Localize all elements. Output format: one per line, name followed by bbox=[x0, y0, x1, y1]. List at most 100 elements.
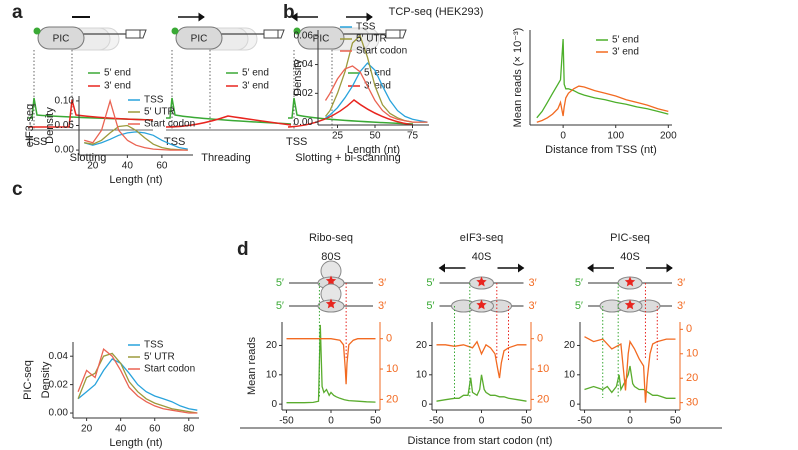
series-line bbox=[436, 374, 527, 402]
x-axis-label: Distance from start codon (nt) bbox=[408, 435, 553, 447]
y-tick-label: 0.02 bbox=[294, 88, 314, 99]
chart-title: eIF3-seq bbox=[24, 104, 36, 147]
series-line bbox=[84, 124, 188, 151]
orf-box bbox=[385, 29, 407, 39]
y-tick-label: 0.00 bbox=[49, 408, 69, 419]
legend-label: 5′ UTR bbox=[144, 352, 175, 363]
series-line bbox=[77, 347, 198, 414]
pic-label: PIC bbox=[313, 34, 330, 45]
series-line bbox=[584, 336, 676, 403]
y-tick-label: 20 bbox=[266, 340, 278, 351]
legend-label: 5′ UTR bbox=[144, 107, 175, 118]
y-tick-label: 20 bbox=[416, 340, 428, 351]
legend-label: 5′ end bbox=[364, 68, 391, 79]
schematic-trace bbox=[165, 115, 292, 128]
strand-label: 3′ bbox=[677, 277, 685, 289]
legend-label: 3′ end bbox=[104, 81, 131, 92]
x-axis-label: Distance from TSS (nt) bbox=[545, 144, 657, 156]
legend-label: 5′ end bbox=[104, 68, 131, 79]
y-tick-label: 0.10 bbox=[55, 96, 75, 107]
arrow-head bbox=[366, 12, 373, 22]
x-tick-label: 200 bbox=[660, 131, 677, 142]
legend-label: 3′ end bbox=[612, 47, 639, 58]
y-tick-label: 0.00 bbox=[55, 145, 75, 156]
legend-label: Start codon bbox=[144, 119, 195, 130]
strand-label: 5′ bbox=[426, 300, 434, 312]
y-tick-label: 10 bbox=[266, 369, 278, 380]
series-line bbox=[536, 85, 669, 123]
legend-label: Start codon bbox=[356, 46, 407, 57]
y-tick-label: 20 bbox=[564, 340, 576, 351]
y-axis-label: Mean reads bbox=[246, 336, 258, 395]
arrow-head bbox=[438, 263, 445, 273]
start-codon-star bbox=[624, 299, 636, 310]
x-tick-label: 20 bbox=[81, 424, 93, 435]
start-codon-star bbox=[325, 275, 337, 286]
site-label: TSS bbox=[26, 136, 47, 148]
y2-tick-label: 0 bbox=[537, 333, 543, 345]
x-tick-label: 60 bbox=[156, 161, 168, 172]
y2-tick-label: 0 bbox=[686, 323, 692, 335]
y-tick-label: 0.05 bbox=[55, 120, 75, 131]
y2-tick-label: 20 bbox=[686, 372, 698, 384]
panel-label: a bbox=[12, 2, 23, 23]
legend-label: 5′ end bbox=[242, 68, 269, 79]
strand-label: 5′ bbox=[276, 300, 284, 312]
arrow-head bbox=[198, 12, 205, 22]
series-line bbox=[84, 98, 188, 151]
y-axis-label: Density bbox=[40, 361, 52, 398]
strand-label: 3′ bbox=[378, 277, 386, 289]
y2-tick-label: 20 bbox=[537, 393, 549, 405]
x-tick-label: 0 bbox=[479, 416, 485, 427]
pic bbox=[37, 26, 85, 50]
series-line bbox=[286, 324, 376, 404]
y-tick-label: 0.04 bbox=[49, 351, 69, 362]
y2-tick-label: 10 bbox=[386, 363, 398, 375]
legend-label: 5′ end bbox=[612, 35, 639, 46]
strand-label: 5′ bbox=[276, 277, 284, 289]
strand-label: 5′ bbox=[575, 277, 583, 289]
y-tick-label: 10 bbox=[564, 369, 576, 380]
series-line bbox=[436, 340, 527, 379]
schematic-trace bbox=[288, 97, 414, 125]
arrow-head bbox=[518, 263, 525, 273]
legend-label: TSS bbox=[144, 340, 164, 351]
x-tick-label: 0 bbox=[328, 416, 334, 427]
y-tick-label: 10 bbox=[416, 369, 428, 380]
strand-label: 3′ bbox=[529, 277, 537, 289]
legend-label: 5′ UTR bbox=[356, 34, 387, 45]
strand-label: 5′ bbox=[575, 300, 583, 312]
chart-title: PIC-seq bbox=[610, 232, 650, 244]
legend-label: TSS bbox=[144, 95, 164, 106]
schematic-trace bbox=[28, 99, 154, 128]
x-tick-label: -50 bbox=[577, 416, 592, 427]
y-axis-label: Density bbox=[44, 107, 56, 144]
series-line bbox=[584, 365, 676, 399]
x-axis-label: Length (nt) bbox=[109, 174, 162, 186]
y-tick-label: 0.00 bbox=[294, 117, 314, 128]
legend-label: Start codon bbox=[144, 364, 195, 375]
pic-label: PIC bbox=[53, 34, 70, 45]
y-tick-label: 0.06 bbox=[294, 30, 314, 41]
pic bbox=[175, 26, 223, 50]
legend-label: TSS bbox=[356, 22, 376, 33]
caption: Threading bbox=[201, 152, 251, 164]
arrow-head bbox=[666, 263, 673, 273]
strand-label: 5′ bbox=[426, 277, 434, 289]
start-codon-star bbox=[476, 299, 487, 310]
y-tick-label: 0 bbox=[569, 399, 575, 410]
y-axis-label: Mean reads (× 10⁻³) bbox=[512, 28, 524, 128]
x-tick-label: 20 bbox=[87, 161, 99, 172]
x-tick-label: -50 bbox=[429, 416, 444, 427]
site-label: TSS bbox=[286, 136, 307, 148]
x-tick-label: 50 bbox=[369, 131, 381, 142]
x-tick-label: 40 bbox=[122, 161, 134, 172]
chart-subtitle: 40S bbox=[620, 251, 640, 263]
series-line bbox=[536, 38, 669, 119]
panel-label: b bbox=[283, 2, 295, 23]
series-line bbox=[324, 65, 428, 123]
panel-label: d bbox=[237, 239, 249, 260]
start-codon-star bbox=[325, 298, 337, 309]
x-tick-label: 75 bbox=[407, 131, 419, 142]
y2-tick-label: 10 bbox=[686, 348, 698, 360]
